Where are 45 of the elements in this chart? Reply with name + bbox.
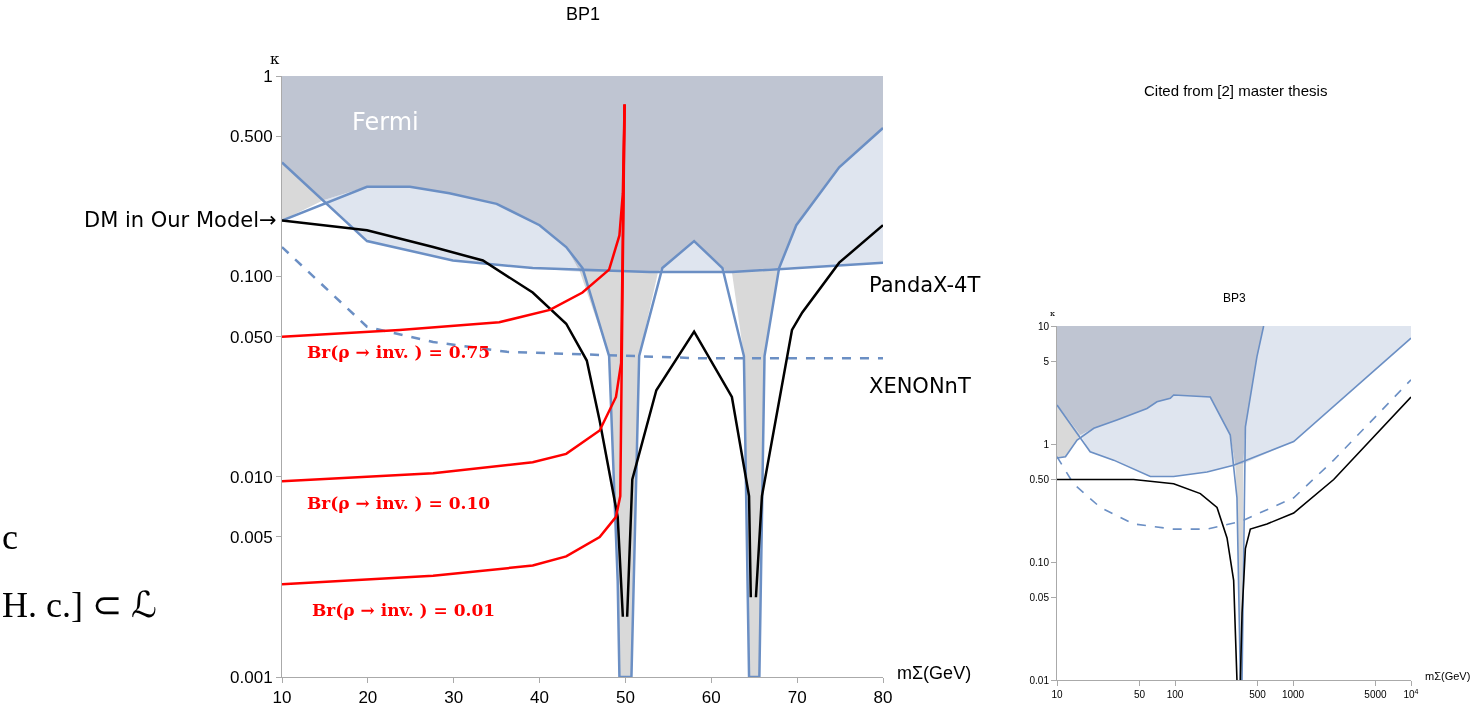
x-tick-label: 100	[1166, 689, 1184, 700]
x-tick-label: 500	[1249, 689, 1267, 700]
y-tick-label: 0.01	[1029, 674, 1050, 686]
y-axis-title: κ	[270, 50, 280, 68]
x-tick-label: 70	[787, 688, 807, 706]
text: c	[2, 517, 18, 557]
x-tick-label: 5000	[1364, 689, 1388, 700]
y-tick-label: 0.001	[230, 667, 273, 687]
annotation: Fermi	[352, 108, 419, 136]
x-axis-title: mΣ(GeV)	[897, 663, 972, 683]
y-tick-label: 5	[1043, 356, 1050, 368]
x-tick-label: 10$^{4}$	[1403, 687, 1419, 700]
x-tick-label: 10	[1051, 689, 1063, 700]
x-tick-label: 30	[444, 688, 464, 706]
x-tick-label: 1000	[1281, 689, 1305, 700]
y-tick-label: 0.500	[230, 127, 273, 147]
series-label: XENONnT	[869, 374, 971, 398]
series-label: DM in Our Model→	[84, 208, 277, 232]
series-label: PandaX-4T	[869, 273, 981, 297]
y-tick-label: 0.05	[1029, 592, 1050, 604]
y-tick-label: 10	[1037, 320, 1050, 332]
annotation: Br(ρ → inv. ) = 0.75	[307, 342, 491, 362]
y-axis-title: κ	[1050, 309, 1055, 318]
y-tick-label: 1	[1043, 438, 1050, 450]
x-axis-title: mΣ(GeV)	[1425, 670, 1471, 682]
text: Cited from [2] master thesis	[1144, 82, 1328, 99]
x-tick-label: 80	[873, 688, 893, 706]
y-tick-label: 0.010	[230, 467, 273, 487]
y-tick-label: 1	[263, 66, 273, 86]
y-tick-label: 0.10	[1029, 556, 1050, 568]
x-tick-label: 60	[701, 688, 721, 706]
chart-title: BP3	[1223, 291, 1247, 305]
x-tick-label: 10	[272, 688, 292, 706]
x-tick-label: 20	[358, 688, 378, 706]
y-tick-label: 0.100	[230, 267, 273, 287]
y-tick-label: 0.005	[230, 527, 273, 547]
chart-title: BP1	[566, 4, 601, 24]
x-tick-label: 50	[1133, 689, 1146, 700]
y-tick-label: 0.50	[1029, 474, 1050, 486]
text: H. c.] ⊂ ℒ	[2, 585, 157, 625]
annotation: Br(ρ → inv. ) = 0.10	[307, 493, 491, 513]
annotation: Br(ρ → inv. ) = 0.01	[312, 600, 496, 620]
x-tick-label: 50	[615, 688, 635, 706]
y-tick-label: 0.050	[230, 327, 273, 347]
x-tick-label: 40	[530, 688, 550, 706]
